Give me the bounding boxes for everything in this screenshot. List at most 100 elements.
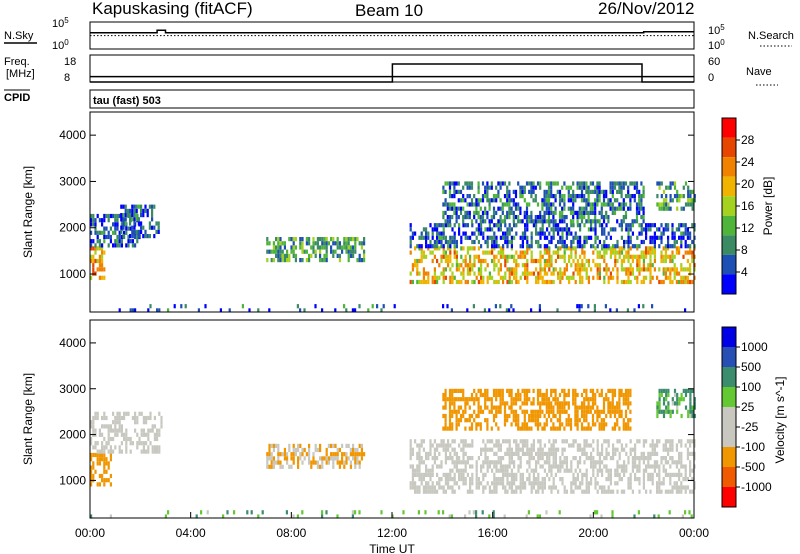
velocity-cells-cell-1 xyxy=(151,428,154,433)
velocity-cells-cell-4 xyxy=(594,422,597,427)
power-cells-cell-8 xyxy=(466,308,469,313)
power-cells-cell-6 xyxy=(506,210,509,215)
power-cells-cell-4 xyxy=(495,254,498,259)
velocity-cells-cell-3 xyxy=(605,468,608,473)
power-cells-cell-4 xyxy=(552,271,555,276)
velocity-cells-cell-3 xyxy=(554,447,557,452)
power-cells-cell-5 xyxy=(429,223,432,228)
power-cells-cell-5 xyxy=(493,235,496,240)
velocity-cells-cell-3 xyxy=(535,489,538,494)
power-cells-cell-4 xyxy=(480,279,483,285)
velocity-cells-cell-4 xyxy=(512,409,515,414)
power-cells-cell-4 xyxy=(449,279,452,285)
velocity-cells-cell-2 xyxy=(266,456,269,461)
power-cells-cell-4 xyxy=(605,246,608,251)
power-cells-cell-4 xyxy=(557,246,560,251)
velocity-cells-cell-3 xyxy=(462,439,465,444)
velocity-cells-cell-3 xyxy=(669,447,672,452)
velocity-cells-cell-4 xyxy=(605,397,608,402)
power-cells-cell-6 xyxy=(558,210,562,215)
velocity-cells-cell-3 xyxy=(673,485,676,490)
power-cells-cell-4 xyxy=(583,267,586,272)
power-cells-cell-6 xyxy=(444,189,447,194)
power-cells-cell-6 xyxy=(624,194,628,199)
power-cells-cell-5 xyxy=(625,239,628,245)
velocity-cells-cell-3 xyxy=(491,468,494,473)
power-cells-cell-5 xyxy=(623,239,626,245)
power-cells-cell-6 xyxy=(545,206,548,211)
power-cells-cell-5 xyxy=(680,235,683,240)
power-cells-cell-6 xyxy=(578,194,581,199)
velocity-cells-cell-3 xyxy=(515,443,518,448)
velocity-cells-cell-3 xyxy=(497,477,500,482)
power-cells-cell-5 xyxy=(535,231,538,236)
velocity-cells-cell-3 xyxy=(649,464,652,469)
velocity-cells-cell-4 xyxy=(624,426,628,431)
power-cells-cell-5 xyxy=(438,235,441,240)
velocity-cells-cell-3 xyxy=(453,489,456,494)
velocity-cells-cell-3 xyxy=(647,460,650,465)
power-cells-cell-3 xyxy=(312,249,315,254)
velocity-cells-cell-4 xyxy=(448,401,452,406)
power-cells-cell-8 xyxy=(651,304,654,309)
nsky-label: N.Sky xyxy=(4,30,34,42)
freq-label-line2: [MHz] xyxy=(6,68,35,80)
velocity-cells-cell-1 xyxy=(96,415,99,421)
velocity-cells-cell-3 xyxy=(660,481,663,486)
power-cells-cell-1 xyxy=(127,243,130,248)
velocity-cells-cell-1 xyxy=(90,436,93,442)
power-cells-cell-4 xyxy=(504,263,507,268)
power-cells-cell-4 xyxy=(678,279,681,285)
velocity-cells-cell-4 xyxy=(453,409,456,414)
power-cells-cell-5 xyxy=(497,227,500,232)
power-cells-cell-4 xyxy=(471,246,474,251)
power-cells-cell-6 xyxy=(528,181,531,186)
power-cells-cell-8 xyxy=(367,308,370,313)
velocity-cells-cell-1 xyxy=(120,441,123,446)
velocity-cells-cell-5 xyxy=(667,392,670,398)
velocity-cells-cell-3 xyxy=(651,447,654,452)
power-cells-cell-4 xyxy=(493,267,496,272)
power-cells-cell-4 xyxy=(649,250,652,255)
velocity-cells-cell-4 xyxy=(622,401,625,406)
power-cells-cell-4 xyxy=(462,246,465,251)
power-cells-cell-5 xyxy=(449,239,452,245)
power-cells-cell-3 xyxy=(272,258,275,263)
power-panel-frame xyxy=(89,111,695,313)
velocity-cells-cell-3 xyxy=(411,447,414,452)
power-cells-cell-4 xyxy=(609,271,612,276)
power-cells-cell-6 xyxy=(523,198,526,203)
velocity-cells-cell-4 xyxy=(508,413,511,419)
power-cells-cell-2 xyxy=(133,204,136,209)
velocity-cells-cell-3 xyxy=(552,456,555,461)
power-cells-cell-4 xyxy=(442,246,445,251)
velocity-cells-cell-1 xyxy=(140,441,143,446)
velocity-cells-cell-4 xyxy=(523,418,526,423)
power-cells-cell-4 xyxy=(499,250,502,255)
power-cells-cell-5 xyxy=(495,239,498,245)
power-cells-cell-4 xyxy=(583,254,586,259)
velocity-cells-cell-1 xyxy=(114,445,117,450)
velocity-cells-cell-4 xyxy=(609,388,612,393)
power-cells-cell-5 xyxy=(651,239,654,245)
velocity-cells-cell-3 xyxy=(689,443,692,448)
velocity-cells-cell-3 xyxy=(689,489,692,494)
power-cells-cell-4 xyxy=(480,271,483,276)
velocity-cells-cell-3 xyxy=(631,447,634,452)
power-cells-cell-4 xyxy=(662,279,665,285)
power-cells-cell-5 xyxy=(634,244,637,249)
velocity-cells-cell-3 xyxy=(598,460,601,465)
velocity-cells-cell-3 xyxy=(416,464,419,469)
power-cells-cell-4 xyxy=(453,254,456,259)
velocity-cells-cell-4 xyxy=(521,422,524,427)
power-cells-cell-6 xyxy=(517,202,520,207)
velocity-cells-cell-3 xyxy=(495,489,498,494)
velocity-cells-cell-3 xyxy=(532,481,535,486)
velocity-cells-cell-3 xyxy=(634,464,637,469)
power-cells-cell-1 xyxy=(105,226,108,231)
power-cells-cell-4 xyxy=(416,279,419,285)
power-cells-cell-2 xyxy=(151,208,154,213)
power-cells-cell-4 xyxy=(572,275,575,280)
power-cells-cell-5 xyxy=(587,235,590,240)
power-cells-cell-6 xyxy=(629,194,632,199)
